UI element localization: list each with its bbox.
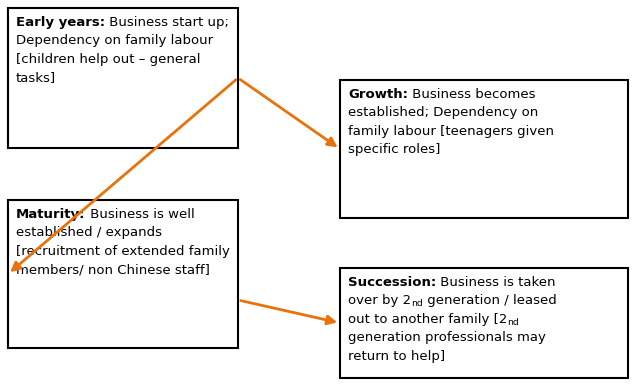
Text: Business is well: Business is well — [85, 208, 194, 221]
Bar — [8, 200, 238, 348]
Text: [recruitment of extended family: [recruitment of extended family — [16, 245, 230, 258]
Text: Business start up;: Business start up; — [105, 16, 229, 29]
Text: members/ non Chinese staff]: members/ non Chinese staff] — [16, 263, 210, 276]
Text: established; Dependency on: established; Dependency on — [348, 107, 538, 120]
Text: Business is taken: Business is taken — [436, 276, 556, 289]
Text: tasks]: tasks] — [16, 71, 56, 85]
Text: specific roles]: specific roles] — [348, 144, 440, 156]
Text: nd: nd — [507, 318, 519, 327]
Text: over by 2: over by 2 — [348, 295, 411, 308]
Text: Growth:: Growth: — [348, 88, 408, 101]
Text: Dependency on family labour: Dependency on family labour — [16, 34, 213, 47]
Bar — [340, 80, 628, 218]
Text: out to another family [2: out to another family [2 — [348, 313, 507, 326]
Text: [children help out – general: [children help out – general — [16, 53, 200, 66]
Text: generation / leased: generation / leased — [423, 295, 556, 308]
Text: family labour [teenagers given: family labour [teenagers given — [348, 125, 554, 138]
Text: generation professionals may: generation professionals may — [348, 332, 546, 344]
Bar — [8, 8, 238, 148]
Text: return to help]: return to help] — [348, 350, 445, 363]
Text: nd: nd — [411, 299, 423, 308]
Text: Succession:: Succession: — [348, 276, 436, 289]
Text: established / expands: established / expands — [16, 227, 162, 239]
Text: Business becomes: Business becomes — [408, 88, 535, 101]
Text: Maturity:: Maturity: — [16, 208, 85, 221]
Bar — [340, 268, 628, 378]
Text: Early years:: Early years: — [16, 16, 105, 29]
